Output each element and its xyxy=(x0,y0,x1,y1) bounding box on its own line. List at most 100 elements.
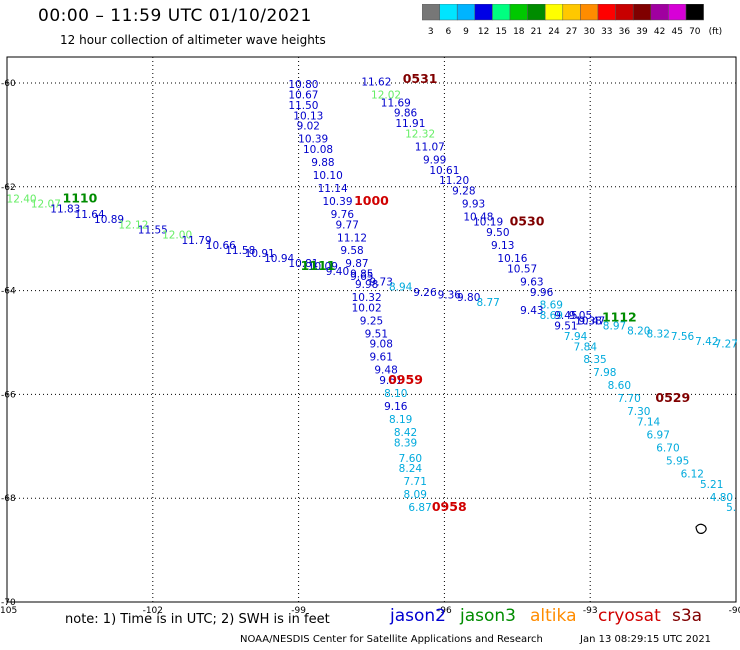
swh-value: 11.69 xyxy=(381,97,411,109)
legend-value: 12 xyxy=(478,27,489,37)
swh-value: 7.94 xyxy=(564,331,588,343)
legend-value: 30 xyxy=(583,27,595,37)
swh-value: 9.85 xyxy=(350,269,373,281)
pass-0959: 8.109.168.198.428.39 7.608.247.718.096.87… xyxy=(384,372,432,514)
swh-value: 10.57 xyxy=(507,263,537,275)
swh-value: 10.81 xyxy=(288,258,318,270)
legend-value: 39 xyxy=(636,27,648,37)
swh-value: 10.61 xyxy=(429,165,459,177)
legend-swatch xyxy=(562,4,581,21)
pass-0530: 9.509.1310.1610.579.639.968.699.438.699.… xyxy=(486,214,641,405)
swh-value: 9.58 xyxy=(340,245,363,257)
pass-time-label: 1000 xyxy=(354,193,389,208)
swh-value: 5.21 xyxy=(700,479,723,491)
swh-value: 7.27 xyxy=(715,339,738,351)
swh-value: 7.71 xyxy=(404,476,427,488)
swh-value: 11.62 xyxy=(361,77,391,89)
swh-value: 4.80 xyxy=(710,492,733,504)
page-title: 00:00 – 11:59 UTC 01/10/2021 xyxy=(38,6,312,26)
swh-value: 9.76 xyxy=(331,209,355,221)
swh-value: 8.24 xyxy=(399,463,423,475)
altimeter-passes: 12.4012.0711.8311.6410.8912.1211.5512.00… xyxy=(7,71,738,514)
legend-value: 45 xyxy=(671,27,682,37)
swh-value: 10.16 xyxy=(497,253,527,265)
swh-value: 9.73 xyxy=(370,276,393,288)
swh-value: 9.96 xyxy=(530,287,554,299)
pass-1112: 9.38 8.97 8.208.32 7.56 7.427.27 1112 xyxy=(579,310,738,351)
island-outline xyxy=(695,523,707,534)
legend-swatch xyxy=(492,4,511,21)
swh-value: 9.48 xyxy=(374,365,397,377)
swh-value: 10.94 xyxy=(264,253,294,265)
swh-value: 10.19 xyxy=(473,217,503,229)
swh-value: 5. xyxy=(726,502,736,514)
swh-value: 10.39 xyxy=(298,134,328,146)
swh-value: 8.32 xyxy=(647,328,670,340)
y-tick-label: -68 xyxy=(1,494,16,504)
pass-1111: 10.8010.6711.5010.139.0210.3910.089.8810… xyxy=(288,79,402,387)
legend-value: 21 xyxy=(531,27,542,37)
swh-value: 9.13 xyxy=(491,240,514,252)
swh-value: 8.19 xyxy=(389,414,412,426)
swh-value: 9.16 xyxy=(384,401,408,413)
swh-value: 8.97 xyxy=(603,321,626,333)
legend-sat-altika: altika xyxy=(530,606,577,626)
legend-swatch xyxy=(509,4,528,21)
pass-time-label: 1111 xyxy=(301,258,336,273)
swh-value: 11.07 xyxy=(415,141,445,153)
legend-swatch xyxy=(597,4,616,21)
swh-value: 6.87 xyxy=(408,502,431,514)
pass-time-label: 0958 xyxy=(432,499,467,514)
pass-time-label: 1112 xyxy=(602,310,637,325)
legend-sat-jason2: jason2 xyxy=(390,606,446,626)
page-subtitle: 12 hour collection of altimeter wave hei… xyxy=(60,33,326,47)
credit-text: NOAA/NESDIS Center for Satellite Applica… xyxy=(240,634,543,645)
legend-swatch xyxy=(456,4,476,21)
y-tick-label: -64 xyxy=(1,287,16,297)
swh-value: 8.10 xyxy=(384,388,407,400)
swh-value: 9.65 xyxy=(350,271,373,283)
legend-value: 6 xyxy=(446,27,452,37)
swh-value: 10.09 xyxy=(308,261,338,273)
swh-value: 9.36 xyxy=(438,289,462,301)
swh-value: 7.60 xyxy=(399,453,422,465)
swh-value: 11.55 xyxy=(138,224,168,236)
y-tick-label: -60 xyxy=(1,79,16,89)
swh-value: 10.08 xyxy=(303,144,333,156)
pass-0958: 0958 xyxy=(432,499,467,514)
swh-value: 9.50 xyxy=(486,227,509,239)
legend-swatch xyxy=(650,4,669,21)
swh-value: 12.40 xyxy=(7,193,37,205)
swh-value: 10.47 xyxy=(575,315,605,327)
swh-value: 6.12 xyxy=(681,468,704,480)
map-frame xyxy=(6,56,737,603)
y-tick-label: -66 xyxy=(1,390,16,400)
pass-time-label: 0531 xyxy=(403,71,438,86)
swh-value: 10.66 xyxy=(206,240,236,252)
swh-value: 10.32 xyxy=(352,292,382,304)
swh-value: 9.77 xyxy=(336,219,359,231)
legend-value: 42 xyxy=(654,27,665,37)
swh-value: 9.40 xyxy=(326,266,349,278)
swh-value: 11.20 xyxy=(439,175,469,187)
swh-value: 12.32 xyxy=(405,128,435,140)
pass-0529: 7.307.146.976.705.956.125.214.805. 0529 xyxy=(627,390,736,514)
swh-value: 9.99 xyxy=(423,154,446,166)
legend-value: 9 xyxy=(463,27,469,37)
legend-swatch xyxy=(632,4,652,21)
pass-1110: 12.4012.0711.8311.6410.8912.1211.5512.00… xyxy=(7,190,500,309)
legend-swatch xyxy=(527,4,546,21)
legend-value: 70 xyxy=(689,27,701,37)
swh-value: 9.05 xyxy=(569,310,592,322)
swh-value: 8.39 xyxy=(394,437,417,449)
swh-value: 11.50 xyxy=(288,100,318,112)
swh-value: 8.94 xyxy=(389,282,413,294)
y-tick-label: -62 xyxy=(1,183,16,193)
swh-value: 11.83 xyxy=(50,204,80,216)
swh-value: 9.63 xyxy=(520,276,543,288)
swh-value: 8.60 xyxy=(608,380,631,392)
legend-value: 18 xyxy=(513,27,525,37)
generation-timestamp: Jan 13 08:29:15 UTC 2021 xyxy=(580,634,712,645)
swh-value: 11.91 xyxy=(395,118,425,130)
